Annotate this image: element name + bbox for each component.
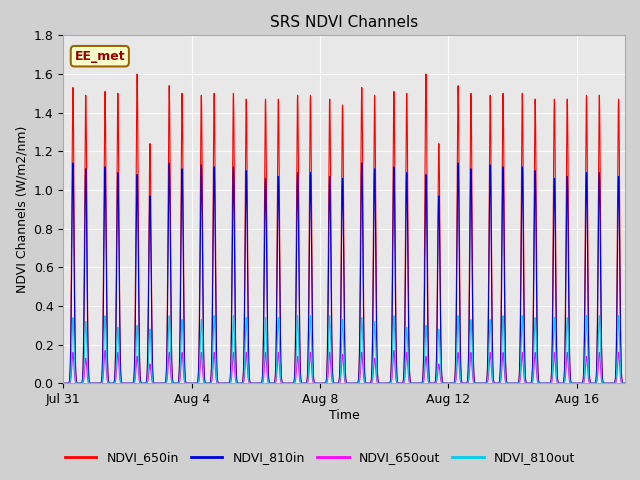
Y-axis label: NDVI Channels (W/m2/nm): NDVI Channels (W/m2/nm) <box>15 126 28 293</box>
NDVI_810out <box>532 346 540 351</box>
X-axis label: Time: Time <box>329 409 360 422</box>
NDVI_810in <box>69 160 77 166</box>
NDVI_650out <box>596 349 604 355</box>
NDVI_810in <box>596 170 604 176</box>
NDVI_650out <box>621 381 629 386</box>
NDVI_650in <box>314 381 322 386</box>
NDVI_810out <box>60 381 67 386</box>
NDVI_810in <box>60 381 67 386</box>
NDVI_810in <box>252 381 260 386</box>
NDVI_810in <box>502 376 510 382</box>
Title: SRS NDVI Channels: SRS NDVI Channels <box>270 15 419 30</box>
NDVI_650in <box>60 381 67 386</box>
NDVI_650out <box>101 348 109 353</box>
NDVI_810out <box>621 381 629 386</box>
Text: EE_met: EE_met <box>74 50 125 63</box>
NDVI_650in <box>532 227 540 232</box>
NDVI_650out <box>60 381 67 386</box>
NDVI_650in <box>445 381 452 386</box>
NDVI_650in <box>621 381 629 386</box>
NDVI_810out <box>596 313 604 319</box>
NDVI_650out <box>532 366 540 372</box>
NDVI_810out <box>615 313 623 319</box>
NDVI_650in <box>383 381 390 386</box>
NDVI_650out <box>502 380 510 386</box>
NDVI_810out <box>502 380 510 385</box>
NDVI_810out <box>252 381 260 386</box>
NDVI_650out <box>252 381 260 386</box>
NDVI_810in <box>383 381 390 386</box>
NDVI_650in <box>133 71 141 77</box>
NDVI_810in <box>532 265 540 271</box>
NDVI_810out <box>382 381 390 386</box>
Line: NDVI_810out: NDVI_810out <box>63 316 625 384</box>
NDVI_650out <box>383 381 390 386</box>
NDVI_810in <box>314 381 322 386</box>
Legend: NDVI_650in, NDVI_810in, NDVI_650out, NDVI_810out: NDVI_650in, NDVI_810in, NDVI_650out, NDV… <box>60 446 580 469</box>
NDVI_810in <box>445 381 452 386</box>
NDVI_650in <box>596 93 604 99</box>
NDVI_650out <box>314 381 322 386</box>
Line: NDVI_650in: NDVI_650in <box>63 74 625 384</box>
Line: NDVI_810in: NDVI_810in <box>63 163 625 384</box>
NDVI_810in <box>621 381 629 386</box>
NDVI_810out <box>314 381 322 386</box>
NDVI_650in <box>252 381 260 386</box>
NDVI_650in <box>502 375 510 381</box>
Line: NDVI_650out: NDVI_650out <box>63 350 625 384</box>
